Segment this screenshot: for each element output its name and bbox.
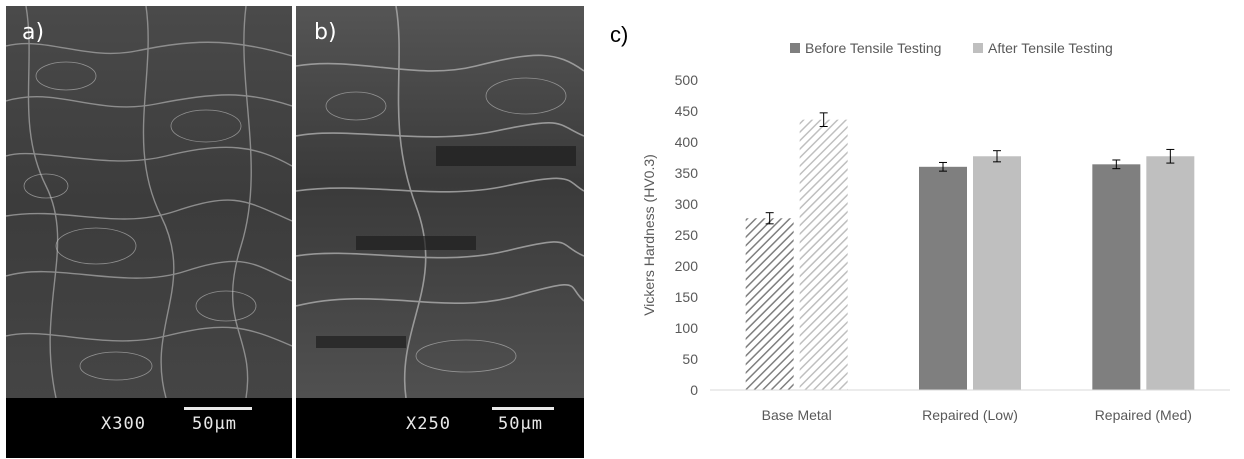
bar [1092,164,1141,390]
legend-label: After Tensile Testing [988,40,1113,56]
y-tick-label: 350 [675,165,699,181]
scale-bar-a [184,407,252,410]
fracture-surface-b [296,6,584,398]
fracture-surface-a [6,6,292,398]
x-axis: Base Metal Repaired (Low) Repaired (Med) [710,389,1230,423]
image-divider [292,6,296,458]
panel-label-b: b) [314,20,337,45]
legend-label: Before Tensile Testing [805,40,941,56]
y-tick-label: 450 [675,103,699,119]
panel-label-c: c) [610,22,628,47]
x-tick-label: Repaired (Med) [1095,407,1192,423]
y-tick-label: 150 [675,289,699,305]
y-tick-label: 500 [675,72,699,88]
y-axis-label: Vickers Hardness (HV0.3) [641,154,657,316]
bar [745,218,794,390]
panel-label-a: a) [22,20,45,45]
y-tick-label: 0 [690,382,698,398]
bar [1146,156,1195,390]
x-tick-label: Base Metal [762,407,832,423]
y-tick-label: 200 [675,258,699,274]
legend-swatch [790,43,800,53]
bar [919,166,967,390]
y-tick-label: 300 [675,196,699,212]
y-tick-label: 50 [682,351,698,367]
sem-image-a: a) X300 50µm [6,6,292,458]
legend-swatch [973,43,983,53]
sem-image-b: b) X250 50µm [296,6,584,458]
hardness-bar-chart: c) Before Tensile Testing After Tensile T… [610,22,1230,423]
scale-label-a: 50µm [192,414,237,434]
y-tick-label: 400 [675,134,699,150]
bar [799,119,848,391]
magnification-label-b: X250 [406,414,451,434]
plot-area [745,112,1195,391]
y-tick-label: 100 [675,320,699,336]
y-axis: 0 50 100 150 200 250 300 350 400 450 500 [675,72,699,398]
scale-label-b: 50µm [498,414,543,434]
magnification-label-a: X300 [101,414,146,434]
bar [973,156,1021,390]
x-tick-label: Repaired (Low) [922,407,1018,423]
chart-legend: Before Tensile Testing After Tensile Test… [790,40,1113,56]
y-tick-label: 250 [675,227,699,243]
scale-bar-b [492,407,554,410]
